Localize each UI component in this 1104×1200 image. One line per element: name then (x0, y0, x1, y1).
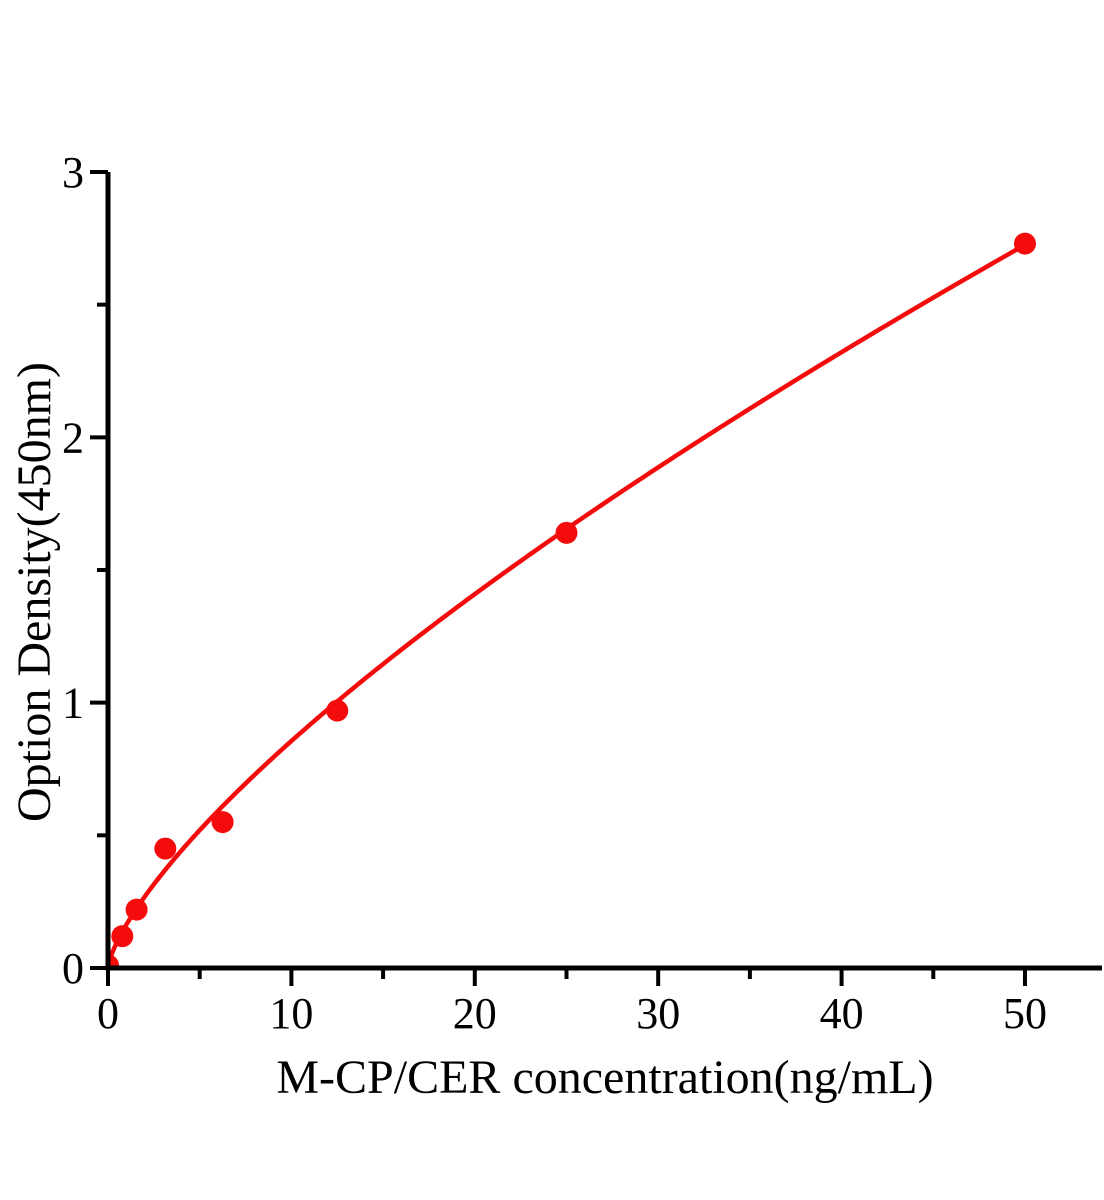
data-point (154, 837, 177, 860)
data-point (125, 898, 148, 921)
y-axis-title: Option Density(450nm) (8, 362, 61, 822)
x-axis-tick-label: 10 (269, 989, 313, 1038)
fit-curve (108, 242, 1028, 968)
y-axis-tick-label: 2 (62, 413, 84, 462)
axis-lines (105, 172, 1102, 971)
data-point (111, 925, 134, 948)
data-point (211, 811, 234, 834)
data-point (555, 521, 578, 544)
x-axis-title: M-CP/CER concentration(ng/mL) (276, 1051, 933, 1104)
y-axis-tick-label: 0 (62, 944, 84, 993)
y-axis-tick-label: 3 (62, 148, 84, 197)
data-point (108, 954, 119, 968)
axes (105, 172, 1102, 971)
tick-labels: 0 10 20 30 40 50 0 1 2 3 (62, 148, 1047, 1038)
data-point (326, 699, 349, 722)
x-axis-tick-label: 20 (453, 989, 497, 1038)
axis-ticks (90, 170, 1027, 986)
series-group (108, 232, 1036, 968)
y-axis-tick-label: 1 (62, 679, 84, 728)
x-axis-tick-label: 40 (820, 989, 864, 1038)
x-axis-tick-label: 30 (636, 989, 680, 1038)
data-point (1013, 232, 1036, 255)
x-axis-tick-label: 50 (1003, 989, 1047, 1038)
plot-area: 0 10 20 30 40 50 0 1 2 3 (62, 148, 1102, 1038)
x-axis-tick-label: 0 (97, 989, 119, 1038)
